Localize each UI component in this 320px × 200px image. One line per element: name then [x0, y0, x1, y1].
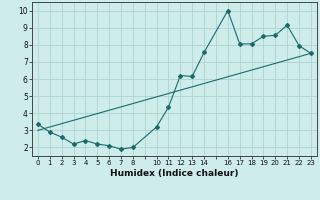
X-axis label: Humidex (Indice chaleur): Humidex (Indice chaleur) [110, 169, 239, 178]
